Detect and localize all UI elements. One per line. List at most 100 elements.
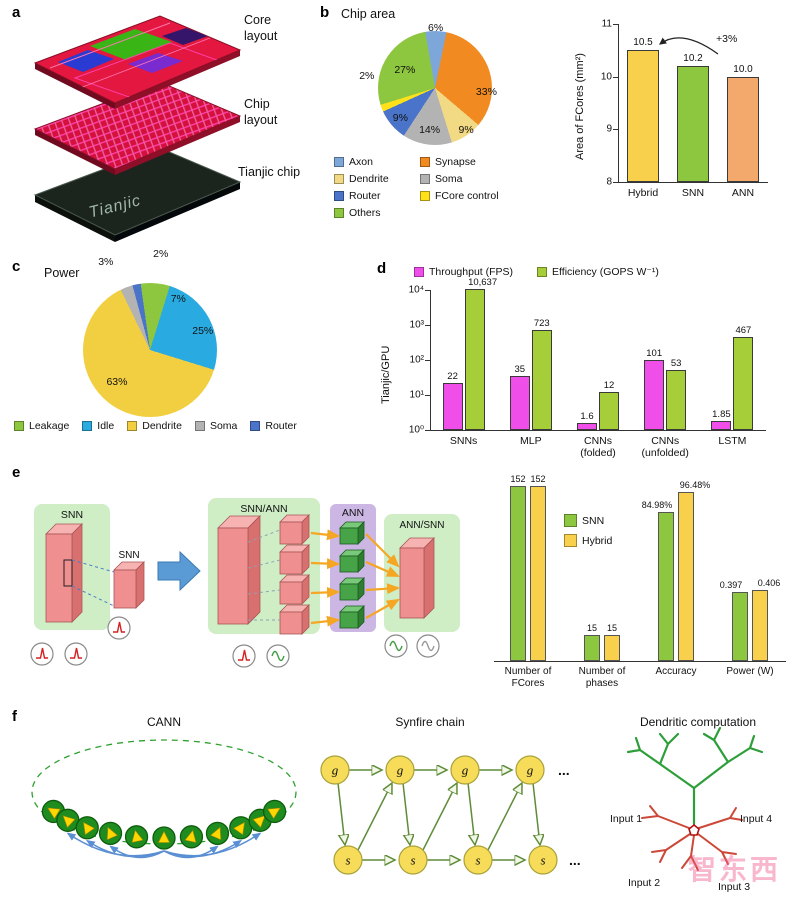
legend-swatch	[334, 208, 344, 218]
s-to-g-connection	[487, 783, 522, 851]
x-category-label: Number of phases	[578, 666, 626, 689]
legend-swatch	[420, 157, 430, 167]
snn-sub-cube	[279, 581, 303, 605]
zoom-dashed-line	[71, 559, 115, 573]
bar-efficiency	[464, 289, 485, 430]
legend-label: Router	[349, 190, 381, 202]
bar-throughput	[442, 383, 463, 430]
legend-swatch	[564, 534, 577, 547]
g-to-s-connection	[467, 782, 475, 845]
x-category-label: CNNs (folded)	[580, 435, 616, 460]
recurrent-connection-arrow	[109, 845, 165, 859]
snn-sub-cube	[279, 551, 303, 575]
legend-label: FCore control	[435, 190, 499, 202]
snn-small-cuboid	[113, 569, 137, 609]
bar-snn	[732, 591, 748, 661]
bar-snn	[677, 66, 709, 182]
plus3pct-annotation: +3%	[659, 33, 737, 55]
g-node-label: g	[332, 763, 339, 778]
x-category-label: SNN	[681, 187, 705, 199]
panel-b-letter: b	[320, 4, 330, 21]
bar-efficiency	[666, 369, 687, 430]
activity-bump-arrow	[233, 821, 245, 836]
bar-efficiency	[733, 336, 754, 430]
y-axis	[618, 24, 619, 182]
bar-efficiency	[599, 392, 619, 430]
legend-item: Soma	[420, 173, 546, 185]
chip-layout-edge	[35, 129, 115, 175]
legend-swatch	[334, 191, 344, 201]
ann-cube	[339, 583, 359, 601]
bar-value-label: 152	[510, 474, 526, 484]
bar-value-label: 0.397	[719, 579, 743, 590]
snn-ann-cuboid	[217, 527, 249, 625]
basal-dendrite-tree	[641, 805, 743, 871]
legend-label: Dendrite	[142, 420, 182, 432]
pie-slice-label: 63%	[106, 375, 128, 388]
y-tick-mark	[613, 24, 618, 25]
panel-d-letter: d	[377, 260, 387, 277]
core-layout-edge	[35, 63, 115, 109]
gating-neuron	[450, 755, 480, 785]
y-tick-label: 10	[600, 71, 612, 83]
x-category-label: ANN	[731, 187, 755, 199]
x-category-label: Accuracy	[655, 666, 697, 677]
bar-efficiency	[531, 329, 552, 430]
power-pie: 7% 25% 63% 3% 2%	[83, 248, 217, 417]
legend-item: Axon	[334, 156, 418, 168]
legend-label: Throughput (FPS)	[429, 266, 514, 278]
waveform-glyph	[70, 647, 82, 659]
panel-c-letter: c	[12, 258, 21, 275]
x-category-label: Power (W)	[726, 666, 774, 677]
legend-swatch	[420, 191, 430, 201]
chip-area-pie: 6% 33% 9% 14% 9% 2% 27%	[359, 22, 497, 145]
zoom-region-outline	[63, 559, 73, 587]
synfire-title: Synfire chain	[395, 715, 464, 729]
waveform-glyph	[389, 640, 403, 652]
bar-value-label: 10.0	[733, 63, 753, 75]
ann-cube	[339, 611, 359, 629]
bar-value-label: 10,637	[468, 277, 498, 289]
legend-swatch	[250, 421, 261, 431]
x-category-label: Number of FCores	[504, 666, 552, 689]
hybrid-comparison-chart: SNN Hybrid Number of FCores 152 152 Number o…	[486, 466, 798, 710]
legend-swatch	[82, 421, 93, 431]
ann-label: ANN	[342, 507, 364, 519]
ann-cube	[339, 555, 359, 573]
tianjic-chip-label: Tianjic chip	[238, 165, 301, 179]
bar-throughput	[577, 422, 597, 430]
legend-item: Soma	[194, 420, 237, 432]
fcores-bar-chart: Area of FCores (mm²) +3% 8 9 10 11 10.5 Hybri…	[572, 2, 798, 214]
pie-slice-label: 2%	[359, 69, 375, 82]
legend-item: Idle	[82, 420, 114, 432]
transform-arrow	[157, 550, 201, 592]
bar-value-label: 723	[533, 317, 550, 329]
legend-label: Synapse	[435, 156, 476, 168]
waveform-glyph	[36, 647, 48, 659]
ann-to-output-arrow	[365, 560, 401, 578]
ann-snn-label: ANN/SNN	[399, 520, 444, 531]
y-tick-label: 10¹	[409, 389, 424, 401]
hybrid-legend: SNN Hybrid	[564, 514, 612, 547]
legend-item: Dendrite	[127, 420, 182, 432]
legend-swatch	[537, 267, 548, 277]
core-layout-label: Core layout	[244, 13, 278, 44]
x-axis	[494, 661, 786, 662]
panel-f-letter: f	[12, 708, 17, 725]
legend-item: Throughput (FPS)	[414, 266, 513, 278]
chip-area-legend: Axon Synapse Dendrite Soma Router FCore contr…	[334, 156, 546, 219]
bar-value-label: 35	[514, 363, 526, 375]
legend-swatch	[414, 267, 424, 277]
bar-hybrid	[627, 50, 659, 182]
s-node-label: s	[345, 853, 350, 868]
activity-bump-arrow	[267, 807, 281, 820]
y-tick-label: 11	[601, 18, 612, 30]
bar-hybrid	[678, 492, 694, 661]
bar-value-label: 96.48%	[679, 480, 711, 491]
bar-ann	[727, 76, 759, 182]
bar-value-label: 10.2	[683, 53, 703, 65]
bar-value-label: 152	[530, 474, 546, 484]
s-node-label: s	[410, 853, 415, 868]
snn-layer-cuboid	[45, 533, 73, 623]
